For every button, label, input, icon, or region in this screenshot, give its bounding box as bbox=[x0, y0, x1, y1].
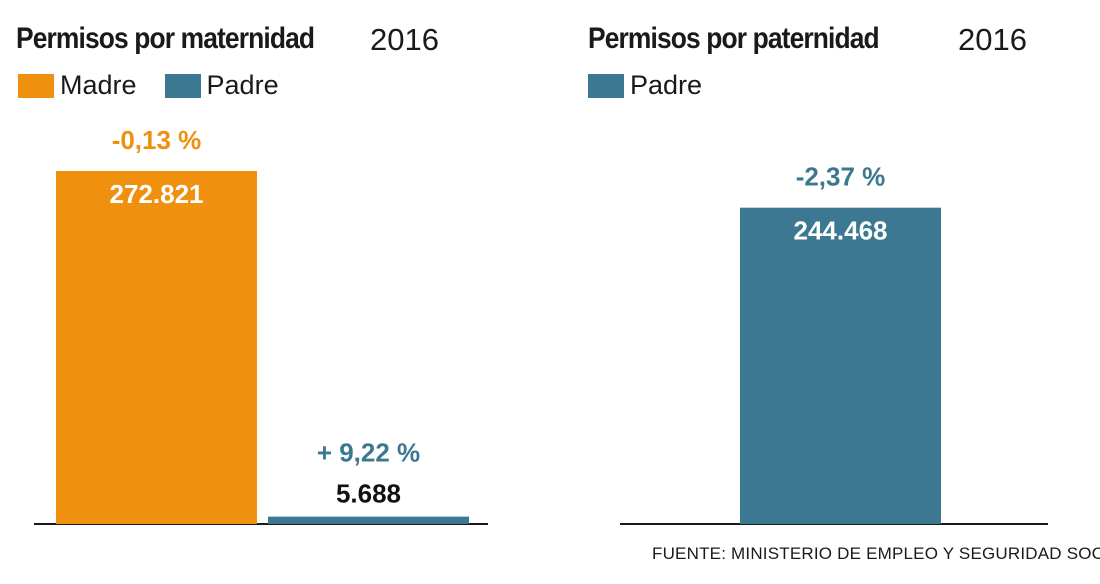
value-label-paternity-padre: 244.468 bbox=[794, 216, 888, 246]
bar-paternity-padre bbox=[740, 207, 941, 525]
legend-item-madre: Madre bbox=[18, 70, 137, 101]
maternity-panel: Permisos por maternidad 2016 Madre Padre bbox=[0, 0, 540, 584]
change-label-paternity-padre: -2,37 % bbox=[796, 162, 886, 192]
source-note: FUENTE: MINISTERIO DE EMPLEO Y SEGURIDAD… bbox=[652, 544, 1100, 563]
legend-swatch-padre-paternity bbox=[588, 73, 624, 98]
paternity-title-year: 2016 bbox=[958, 22, 1027, 57]
change-label-maternity-madre: -0,13 % bbox=[112, 125, 202, 155]
paternity-legend: Padre bbox=[588, 70, 702, 101]
bar-maternity-padre bbox=[268, 516, 469, 524]
paternity-title-text: Permisos por paternidad bbox=[588, 22, 880, 55]
paternity-panel: Permisos por paternidad 2016 Padre bbox=[560, 0, 1100, 584]
paternity-title: Permisos por paternidad 2016 bbox=[588, 22, 1027, 57]
maternity-title-year: 2016 bbox=[370, 22, 439, 57]
legend-swatch-padre bbox=[164, 73, 201, 98]
legend-item-padre-paternity: Padre bbox=[588, 70, 702, 101]
value-label-maternity-madre: 272.821 bbox=[110, 179, 204, 209]
value-label-maternity-padre: 5.688 bbox=[336, 479, 401, 509]
change-label-maternity-padre: + 9,22 % bbox=[317, 438, 420, 468]
legend-item-padre: Padre bbox=[164, 70, 279, 101]
maternity-title-text: Permisos por maternidad bbox=[16, 22, 315, 55]
legend-swatch-madre bbox=[18, 73, 54, 98]
legend-label-madre: Madre bbox=[60, 70, 137, 100]
maternity-title: Permisos por maternidad 2016 bbox=[16, 22, 439, 57]
legend-label-padre-paternity: Padre bbox=[630, 70, 703, 100]
maternity-legend: Madre Padre bbox=[18, 70, 279, 101]
legend-label-padre: Padre bbox=[206, 70, 279, 100]
bar-maternity-madre bbox=[56, 171, 257, 524]
